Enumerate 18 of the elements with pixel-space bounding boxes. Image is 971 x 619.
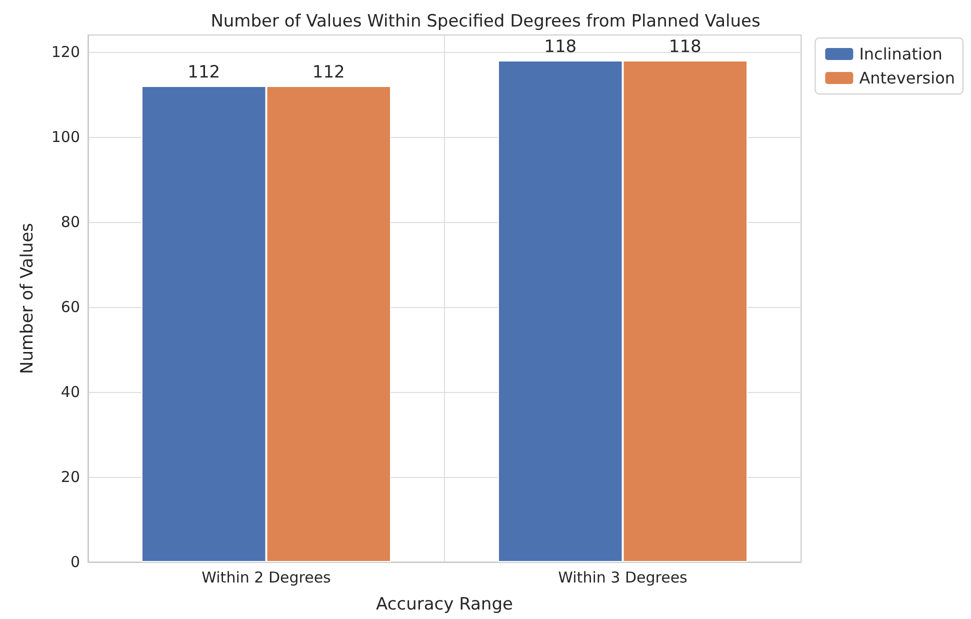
x-tick-label: Within 3 Degrees	[558, 568, 688, 586]
y-tick-label: 80	[60, 213, 80, 231]
data-label: 118	[668, 37, 702, 57]
y-tick-label: 40	[60, 383, 80, 401]
y-tick-label: 100	[51, 128, 80, 146]
legend-label: Inclination	[859, 44, 942, 64]
x-axis-title: Accuracy Range	[376, 594, 513, 614]
data-label: 112	[188, 62, 220, 82]
y-tick-label: 20	[60, 468, 80, 486]
x-tick-label: Within 2 Degrees	[202, 568, 332, 586]
y-tick-label: 60	[60, 298, 80, 316]
data-label: 118	[544, 37, 577, 57]
y-tick-label: 0	[70, 553, 80, 571]
data-label: 112	[312, 62, 345, 82]
y-tick-label: 120	[51, 43, 80, 61]
legend-label: Anteversion	[859, 68, 956, 88]
y-axis-title: Number of Values	[18, 222, 38, 374]
chart-title: Number of Values Within Specified Degrees from Planned Values	[210, 12, 760, 32]
